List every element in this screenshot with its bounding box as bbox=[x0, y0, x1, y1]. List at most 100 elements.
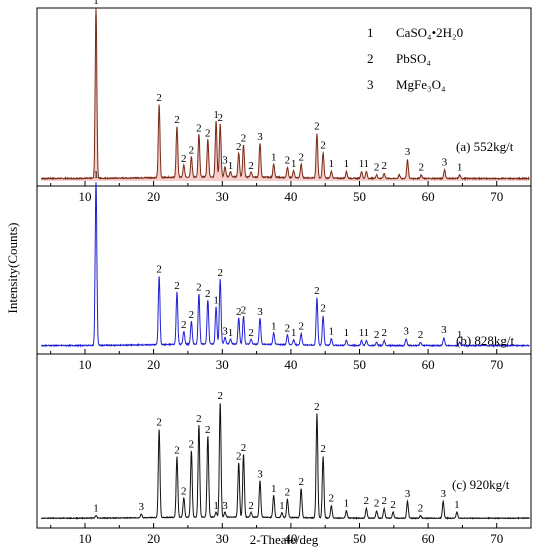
x-tick-label: 50 bbox=[353, 357, 366, 372]
peak-label: 2 bbox=[248, 500, 254, 512]
peak-label: 2 bbox=[217, 390, 223, 402]
x-tick-label: 30 bbox=[216, 189, 229, 204]
peak-label: 1 bbox=[213, 295, 219, 307]
axis-ticks: 10 20 30 40 50 60 70 10 20 30 40 50 60 70 10 20 30 40 50 60… bbox=[50, 181, 532, 546]
peak-label: 2 bbox=[156, 417, 162, 429]
peak-label: 2 bbox=[241, 304, 247, 316]
peak-label: 1 bbox=[93, 169, 99, 181]
peak-label: 2 bbox=[241, 133, 247, 145]
peak-label: 1 bbox=[228, 160, 234, 172]
peak-label: 2 bbox=[314, 401, 320, 413]
peak-label: 2 bbox=[196, 122, 202, 134]
peak-label: 2 bbox=[241, 442, 247, 454]
peak-label: 2 bbox=[236, 450, 242, 462]
peak-label: 1 bbox=[344, 498, 350, 510]
x-tick-label: 10 bbox=[79, 357, 92, 372]
legend-name-3: MgFe₃O₄ bbox=[396, 77, 446, 92]
peak-label: 2 bbox=[196, 413, 202, 425]
peak-label: 3 bbox=[222, 500, 228, 512]
panel-c-frame bbox=[36, 353, 532, 529]
panel-traces bbox=[40, 8, 530, 520]
peak-label: 3 bbox=[257, 469, 263, 481]
peak-label: 3 bbox=[440, 488, 446, 500]
peak-label: 1 bbox=[457, 329, 463, 341]
peak-label: 2 bbox=[189, 145, 195, 157]
peak-label: 1 bbox=[359, 327, 365, 339]
peak-label: 2 bbox=[248, 160, 254, 172]
peak-label: 3 bbox=[139, 501, 145, 513]
peak-label: 1 bbox=[228, 327, 234, 339]
peak-label: 2 bbox=[285, 487, 291, 499]
peak-label: 2 bbox=[181, 319, 187, 331]
peak-label: 3 bbox=[222, 155, 228, 167]
x-tick-label: 40 bbox=[284, 357, 297, 372]
peak-label: 2 bbox=[320, 139, 326, 151]
peak-label: 2 bbox=[174, 444, 180, 456]
x-tick-label: 40 bbox=[284, 189, 297, 204]
peak-label: 1 bbox=[454, 499, 460, 511]
x-tick-label: 30 bbox=[216, 531, 229, 546]
peak-label: 2 bbox=[320, 303, 326, 315]
peak-label: 2 bbox=[381, 495, 387, 507]
x-tick-label: 20 bbox=[147, 189, 160, 204]
legend-name-1: CaSO₄•2H₂0 bbox=[396, 25, 463, 40]
peak-label: 1 bbox=[93, 0, 99, 7]
panel-c-label: (c) 920kg/t bbox=[452, 477, 510, 492]
peak-label: 2 bbox=[364, 495, 370, 507]
peak-label: 2 bbox=[298, 321, 304, 333]
peak-label: 2 bbox=[196, 282, 202, 294]
peak-label: 1 bbox=[279, 500, 285, 512]
peak-label: 1 bbox=[364, 327, 370, 339]
panel-2-trace bbox=[40, 403, 530, 520]
x-tick-label: 50 bbox=[353, 531, 366, 546]
peak-label: 2 bbox=[174, 280, 180, 292]
peak-label: 1 bbox=[93, 502, 99, 514]
peak-label: 2 bbox=[174, 114, 180, 126]
peak-label: 2 bbox=[236, 141, 242, 153]
peak-label: 3 bbox=[257, 306, 263, 318]
legend-num-1: 1 bbox=[367, 25, 374, 40]
peak-label: 2 bbox=[189, 309, 195, 321]
peak-label: 2 bbox=[189, 438, 195, 450]
x-tick-label: 70 bbox=[490, 357, 503, 372]
peak-label: 1 bbox=[329, 158, 335, 170]
x-tick-label: 20 bbox=[147, 531, 160, 546]
legend-num-2: 2 bbox=[367, 51, 374, 66]
x-tick-label: 70 bbox=[490, 189, 503, 204]
x-tick-label: 30 bbox=[216, 357, 229, 372]
peak-label: 2 bbox=[181, 486, 187, 498]
peak-label: 1 bbox=[271, 151, 277, 163]
peak-label: 1 bbox=[271, 483, 277, 495]
peak-label: 2 bbox=[236, 306, 242, 318]
peak-label: 2 bbox=[156, 264, 162, 276]
panel-1-trace bbox=[40, 182, 530, 348]
legend-num-3: 3 bbox=[367, 77, 374, 92]
peak-label: 1 bbox=[364, 158, 370, 170]
peak-label: 2 bbox=[285, 155, 291, 167]
peak-label: 2 bbox=[381, 327, 387, 339]
peak-label: 2 bbox=[298, 151, 304, 163]
peak-label: 1 bbox=[291, 158, 297, 170]
x-tick-label: 10 bbox=[79, 189, 92, 204]
peak-label: 2 bbox=[418, 329, 424, 341]
x-axis-title: 2-Theate/deg bbox=[250, 532, 319, 547]
peak-label: 2 bbox=[320, 443, 326, 455]
peak-label: 1 bbox=[344, 158, 350, 170]
peak-label: 3 bbox=[441, 324, 447, 336]
legend-name-2: PbSO₄ bbox=[396, 51, 431, 66]
peak-label: 1 bbox=[213, 109, 219, 121]
peak-label: 1 bbox=[344, 327, 350, 339]
peak-label: 1 bbox=[329, 326, 335, 338]
peak-label: 2 bbox=[156, 92, 162, 104]
peak-label: 1 bbox=[291, 327, 297, 339]
x-tick-label: 10 bbox=[79, 531, 92, 546]
peak-label: 1 bbox=[457, 162, 463, 174]
x-tick-label: 20 bbox=[147, 357, 160, 372]
legend: 1 CaSO₄•2H₂0 2 PbSO₄ 3 MgFe₃O₄ bbox=[367, 25, 463, 92]
x-tick-label: 40 bbox=[284, 531, 297, 546]
peak-label: 1 bbox=[271, 321, 277, 333]
peak-label: 2 bbox=[314, 121, 320, 133]
peak-label: 2 bbox=[217, 267, 223, 279]
